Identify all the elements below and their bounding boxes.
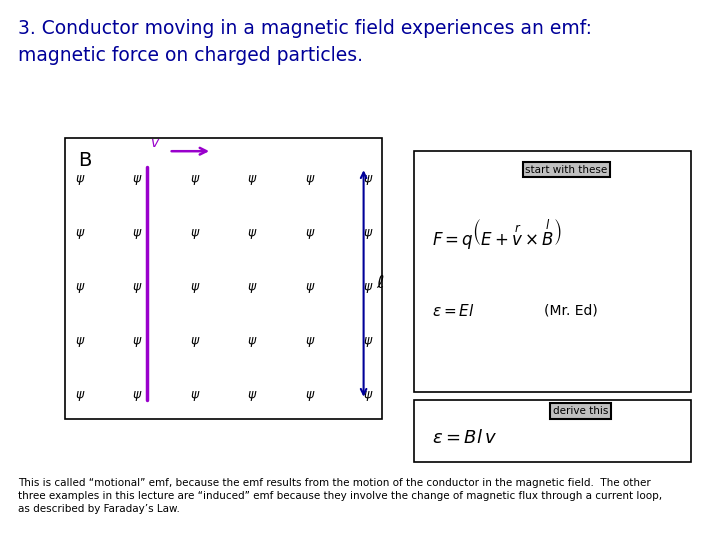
Text: ψ: ψ <box>305 172 314 185</box>
Bar <box>414 151 691 392</box>
Text: $\varepsilon = El$: $\varepsilon = El$ <box>432 302 474 319</box>
Text: ψ: ψ <box>75 280 84 293</box>
Text: ψ: ψ <box>75 172 84 185</box>
Text: v: v <box>150 136 159 150</box>
Text: ψ: ψ <box>132 172 141 185</box>
Text: (Mr. Ed): (Mr. Ed) <box>544 303 598 318</box>
Text: ψ: ψ <box>190 280 199 293</box>
Text: ψ: ψ <box>248 226 256 239</box>
Text: ψ: ψ <box>248 172 256 185</box>
Text: ψ: ψ <box>132 334 141 347</box>
Text: ψ: ψ <box>363 172 372 185</box>
Text: $\mathit{F} = q\left(\mathit{E} + \overset{r}{\mathit{v}}\times\overset{l}{\math: $\mathit{F} = q\left(\mathit{E} + \overs… <box>432 218 562 252</box>
Text: ψ: ψ <box>190 388 199 401</box>
Text: ψ: ψ <box>248 280 256 293</box>
Text: ψ: ψ <box>132 226 141 239</box>
Text: start with these: start with these <box>526 165 608 175</box>
Text: ψ: ψ <box>248 334 256 347</box>
Text: derive this: derive this <box>553 406 608 416</box>
Text: ψ: ψ <box>248 388 256 401</box>
Text: ψ: ψ <box>75 226 84 239</box>
Text: ψ: ψ <box>190 172 199 185</box>
Text: magnetic force on charged particles.: magnetic force on charged particles. <box>18 46 363 65</box>
Text: 3. Conductor moving in a magnetic field experiences an emf:: 3. Conductor moving in a magnetic field … <box>18 19 592 38</box>
Text: ψ: ψ <box>75 388 84 401</box>
Text: ψ: ψ <box>363 280 372 293</box>
Text: ψ: ψ <box>363 388 372 401</box>
Text: ψ: ψ <box>75 334 84 347</box>
Text: ψ: ψ <box>363 334 372 347</box>
Text: ψ: ψ <box>190 226 199 239</box>
Bar <box>65 138 382 418</box>
Text: This is called “motional” emf, because the emf results from the motion of the co: This is called “motional” emf, because t… <box>18 478 662 514</box>
Text: ψ: ψ <box>132 388 141 401</box>
Text: $\varepsilon = Bl\,v$: $\varepsilon = Bl\,v$ <box>432 429 497 447</box>
Text: ℓ: ℓ <box>377 274 384 293</box>
Text: B: B <box>78 151 91 170</box>
Text: ψ: ψ <box>363 226 372 239</box>
Bar <box>414 400 691 462</box>
Text: ψ: ψ <box>305 334 314 347</box>
Text: ψ: ψ <box>132 280 141 293</box>
Text: ψ: ψ <box>305 388 314 401</box>
Text: ψ: ψ <box>305 226 314 239</box>
Text: ψ: ψ <box>190 334 199 347</box>
Text: ψ: ψ <box>305 280 314 293</box>
